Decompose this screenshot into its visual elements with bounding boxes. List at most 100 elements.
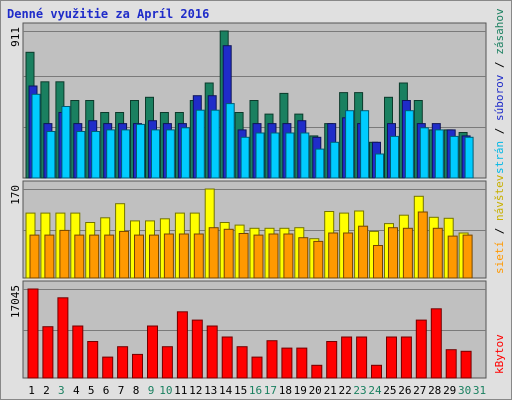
bar-bot-kBytov-11: [176, 311, 188, 379]
legend-entry-zásahov: zásahov: [493, 8, 506, 55]
bar-top-strán-17: [270, 132, 280, 179]
bar-mid-sietí-6: [104, 234, 115, 279]
bar-bot-kBytov-16: [251, 356, 263, 379]
bar-mid-sietí-7: [119, 230, 130, 279]
x-tick-label-27: 27: [413, 384, 426, 397]
bar-mid-sietí-12: [193, 233, 204, 279]
legend-top: strán / súborov / zásahov: [493, 8, 506, 174]
bar-mid-sietí-19: [298, 237, 309, 279]
bar-bot-kBytov-24: [371, 364, 382, 379]
bar-mid-sietí-24: [373, 245, 383, 279]
bar-top-strán-11: [180, 127, 190, 179]
bar-bot-kBytov-17: [266, 340, 278, 379]
bar-top-strán-27: [419, 127, 429, 179]
bar-mid-sietí-13: [208, 227, 219, 279]
bar-top-strán-1: [31, 93, 41, 179]
bar-bot-kBytov-9: [147, 325, 158, 379]
x-tick-label-1: 1: [28, 384, 35, 397]
bar-mid-sietí-3: [59, 229, 70, 279]
bar-mid-sietí-15: [238, 233, 249, 279]
x-tick-label-24: 24: [368, 384, 382, 397]
bar-top-strán-13: [210, 109, 220, 179]
bar-top-strán-23: [360, 110, 370, 179]
x-tick-label-2: 2: [43, 384, 50, 397]
x-tick-label-5: 5: [88, 384, 95, 397]
legend-entry-strán: strán: [493, 141, 506, 174]
bar-bot-kBytov-4: [72, 325, 84, 379]
bar-top-strán-5: [91, 131, 101, 179]
x-tick-label-16: 16: [249, 384, 262, 397]
bar-bot-kBytov-23: [356, 336, 368, 379]
bar-top-strán-24: [375, 153, 384, 179]
legend-entry-súborov: súborov: [493, 74, 506, 121]
bar-bot-kBytov-10: [161, 346, 173, 379]
x-tick-label-14: 14: [219, 384, 233, 397]
x-tick-label-8: 8: [133, 384, 140, 397]
bar-top-strán-12: [195, 109, 205, 179]
bar-bot-kBytov-7: [117, 346, 129, 379]
x-tick-label-15: 15: [234, 384, 247, 397]
bar-mid-sietí-18: [283, 233, 294, 279]
bar-bot-kBytov-30: [460, 350, 472, 379]
x-tick-label-9: 9: [148, 384, 155, 397]
x-tick-label-7: 7: [118, 384, 125, 397]
x-tick-label-22: 22: [338, 384, 351, 397]
x-tick-label-3: 3: [58, 384, 65, 397]
x-tick-label-4: 4: [73, 384, 80, 397]
bar-bot-kBytov-25: [386, 336, 397, 379]
chart-title: Denné využitie za Apríl 2016: [7, 7, 210, 21]
bar-bot-kBytov-29: [445, 349, 457, 379]
bar-mid-sietí-17: [268, 233, 279, 279]
bar-mid-sietí-30: [462, 234, 473, 279]
x-tick-label-19: 19: [294, 384, 307, 397]
legend-separator: /: [493, 221, 506, 241]
bar-bot-kBytov-8: [132, 353, 143, 379]
x-tick-label-13: 13: [204, 384, 217, 397]
bar-top-strán-7: [121, 129, 131, 179]
bar-mid-sietí-21: [328, 232, 339, 279]
bar-bot-kBytov-13: [206, 325, 218, 379]
bar-mid-sietí-22: [343, 232, 354, 279]
bar-bot-kBytov-19: [296, 347, 308, 379]
x-tick-label-12: 12: [189, 384, 202, 397]
bar-bot-kBytov-3: [57, 297, 69, 379]
ymax-label-bot: 17045: [9, 285, 22, 318]
bar-mid-sietí-10: [163, 233, 174, 279]
bar-mid-sietí-8: [134, 234, 144, 279]
bar-bot-kBytov-21: [326, 341, 338, 379]
bar-mid-sietí-16: [253, 234, 264, 279]
ymax-label-top: 911: [9, 27, 22, 47]
bar-bot-kBytov-20: [311, 364, 323, 379]
x-tick-label-26: 26: [398, 384, 411, 397]
x-tick-label-23: 23: [353, 384, 366, 397]
x-tick-label-21: 21: [324, 384, 337, 397]
bar-bot-kBytov-6: [102, 356, 114, 379]
x-tick-label-25: 25: [383, 384, 396, 397]
bar-mid-sietí-14: [223, 228, 234, 279]
bar-top-strán-29: [449, 135, 459, 179]
bar-bot-kBytov-28: [430, 308, 442, 379]
bar-top-strán-19: [300, 132, 310, 179]
bar-top-strán-25: [390, 135, 399, 179]
bar-top-strán-28: [434, 129, 444, 179]
bar-mid-sietí-25: [388, 227, 398, 279]
bar-mid-sietí-4: [74, 234, 85, 279]
legend-entry-návštev: návštev: [493, 174, 506, 221]
bar-mid-sietí-26: [402, 227, 413, 279]
bar-bot-kBytov-2: [42, 326, 54, 379]
bar-top-strán-16: [255, 132, 265, 179]
bar-top-strán-15: [240, 136, 250, 179]
bar-mid-sietí-27: [417, 211, 428, 279]
bar-mid-sietí-23: [358, 225, 369, 279]
x-tick-label-31: 31: [473, 384, 486, 397]
bar-bot-kBytov-22: [341, 336, 353, 379]
x-tick-label-6: 6: [103, 384, 110, 397]
bar-top-strán-26: [404, 110, 414, 179]
bar-top-strán-8: [136, 123, 145, 179]
bar-mid-sietí-1: [29, 234, 40, 279]
bar-top-strán-14: [225, 103, 235, 179]
bar-mid-sietí-11: [178, 233, 189, 279]
bar-bot-kBytov-5: [87, 341, 99, 379]
bar-top-strán-22: [345, 110, 355, 179]
